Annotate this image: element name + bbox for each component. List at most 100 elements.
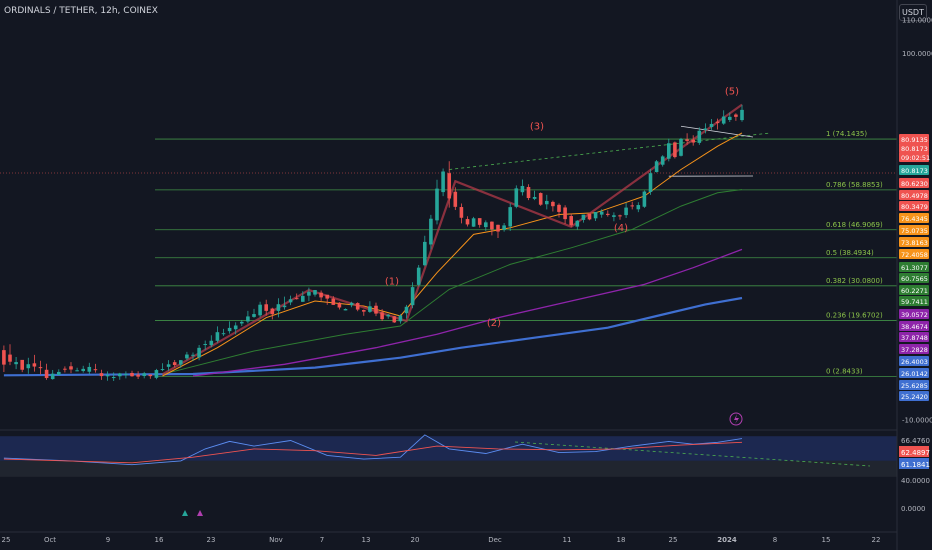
price-badge-bg [899,178,929,188]
candle [551,200,555,212]
price-badge-label: 38.4674 [901,323,928,331]
x-tick-label: 22 [872,536,881,544]
price-badge-label: 37.8748 [901,334,928,342]
chart-title: ORDINALS / TETHER, 12h, COINEX [4,6,158,16]
price-badge-bg [899,213,929,223]
candle [319,290,323,301]
price-badge-label: 80.4978 [901,192,928,200]
candle [337,302,342,310]
candle [172,359,177,368]
candle-body [728,116,732,120]
x-tick-label: 15 [822,536,831,544]
price-badge-label: 60.2271 [901,287,928,295]
price-badge-label: 60.7565 [901,275,928,283]
price-badge-bg [899,380,929,390]
candle-body [93,369,98,371]
candle [581,214,586,223]
price-badge: 37.2828 [899,344,929,354]
candle-body [130,372,134,377]
candle-body [630,205,634,207]
candle-body [514,188,519,207]
candle-body [362,310,366,312]
candle [587,213,592,221]
price-badge: 61.3077 [899,262,929,272]
candle [32,354,37,372]
candle-body [197,347,201,358]
candle-body [581,214,586,220]
x-tick-label: 11 [563,536,572,544]
candle-body [532,197,537,199]
candle [575,220,580,230]
candle [447,161,451,208]
x-tick-label: 2024 [717,536,737,544]
candle [624,202,628,219]
x-tick-label: 23 [207,536,216,544]
candle-body [703,128,708,131]
candle-body [551,201,555,207]
currency-button[interactable]: USDT [899,4,927,21]
price-badge-bg [899,225,929,235]
signal-marker-icon [182,510,188,516]
candle [136,371,140,379]
price-badge-label: 59.7411 [901,298,928,306]
price-badge-label: 39.0572 [901,311,928,319]
signal-marker-icon [197,510,203,516]
candle-body [246,316,250,322]
candle [307,287,311,302]
candle-body [593,211,598,219]
candle [118,372,122,380]
price-badge: 80.8173 [899,143,929,153]
x-tick-label: Oct [44,536,56,544]
candle [715,118,720,130]
candle [93,363,98,373]
candle-body [142,373,146,377]
candle-body [166,364,171,367]
candle-body [606,213,610,215]
candle [50,369,55,380]
candle [240,319,244,327]
candle [111,372,116,381]
candle [532,190,537,201]
candle [166,360,171,371]
candle [386,313,390,319]
candle [612,212,616,222]
candle [404,304,409,319]
candle-body [8,354,12,362]
price-badge: 60.2271 [899,285,929,295]
price-badge-label: 25.6285 [901,382,928,390]
candle-body [575,220,580,227]
candle [57,369,61,376]
rsi-tick-label: 0.0000 [901,505,926,513]
candle-body [118,373,122,377]
price-badge: 38.4674 [899,321,929,331]
candle [728,112,732,122]
fib-label: 0.382 (30.0800) [826,277,883,285]
candle-body [380,312,384,320]
wave-label: (3) [530,122,544,133]
price-badge-label: 09:02:51 [901,154,930,162]
fib-label: 1 (74.1435) [826,130,867,138]
candle-body [569,216,573,226]
candle [502,223,506,232]
price-badge: 76.4345 [899,213,929,223]
price-badge: 25.6285 [899,380,929,390]
price-badge-bg [899,249,929,259]
candle [38,360,43,375]
candle-body [673,142,677,158]
candle [227,321,232,334]
candle-body [337,302,342,308]
candle [246,310,250,324]
candle [685,133,689,145]
candle [459,203,464,224]
candle [636,202,641,213]
fib-label: 0 (2.8433) [826,367,863,375]
candle-body [465,219,470,225]
candle [618,214,622,220]
candle [703,123,708,134]
candle-body [508,207,512,227]
price-badge-bg [899,332,929,342]
candle [520,179,525,196]
price-badge: 80.3479 [899,201,929,211]
candle-body [331,298,336,305]
